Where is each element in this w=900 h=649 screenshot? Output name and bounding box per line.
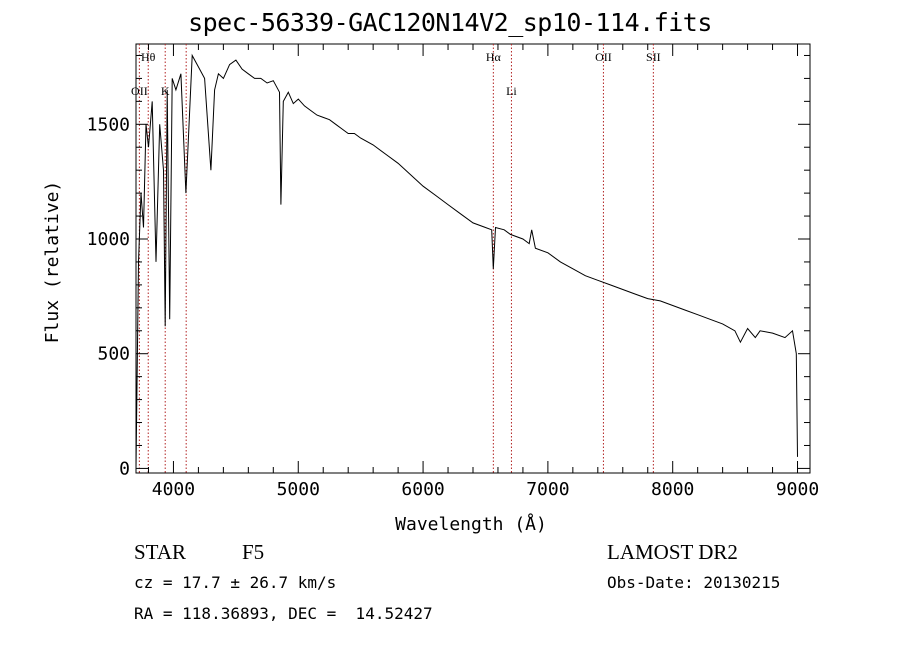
spectral-line-label: Hθ [141,50,156,64]
x-axis-label: Wavelength (Å) [395,513,547,535]
y-tick-label: 1500 [87,114,130,135]
coordinates-text: RA = 118.36893, DEC = 14.52427 [134,604,433,623]
emission-line-markers: Hθ OII K Hα Li OII SII [131,44,661,473]
spectral-line-label: OII [131,84,148,98]
x-tick-label: 6000 [401,479,444,500]
spectrum-series-line [135,53,798,469]
object-class: STAR [134,540,186,564]
x-tick-label: 8000 [651,479,694,500]
chart-title: spec-56339-GAC120N14V2_sp10-114.fits [188,8,712,37]
spectral-line-label: K [161,84,170,98]
x-tick-label: 4000 [152,479,195,500]
redshift-text: cz = 17.7 ± 26.7 km/s [134,573,337,592]
x-tick-label: 9000 [776,479,819,500]
survey-name: LAMOST DR2 [607,540,738,564]
y-tick-label: 0 [119,458,130,479]
spectral-line-label: Hα [486,50,502,64]
y-axis-label: Flux (relative) [42,181,63,344]
spectral-line-label: SII [646,50,661,64]
y-tick-label: 1000 [87,229,130,250]
spectral-line-label: Li [506,84,517,98]
x-tick-label: 7000 [526,479,569,500]
x-tick-label: 5000 [277,479,320,500]
observation-date: Obs-Date: 20130215 [607,573,781,592]
spectral-line-label: OII [595,50,612,64]
y-tick-label: 500 [97,344,130,365]
object-subclass: F5 [242,540,265,564]
axes: 4000 5000 6000 7000 8000 9000 0 500 1000 1500 [87,44,819,500]
plot-frame [135,43,811,474]
